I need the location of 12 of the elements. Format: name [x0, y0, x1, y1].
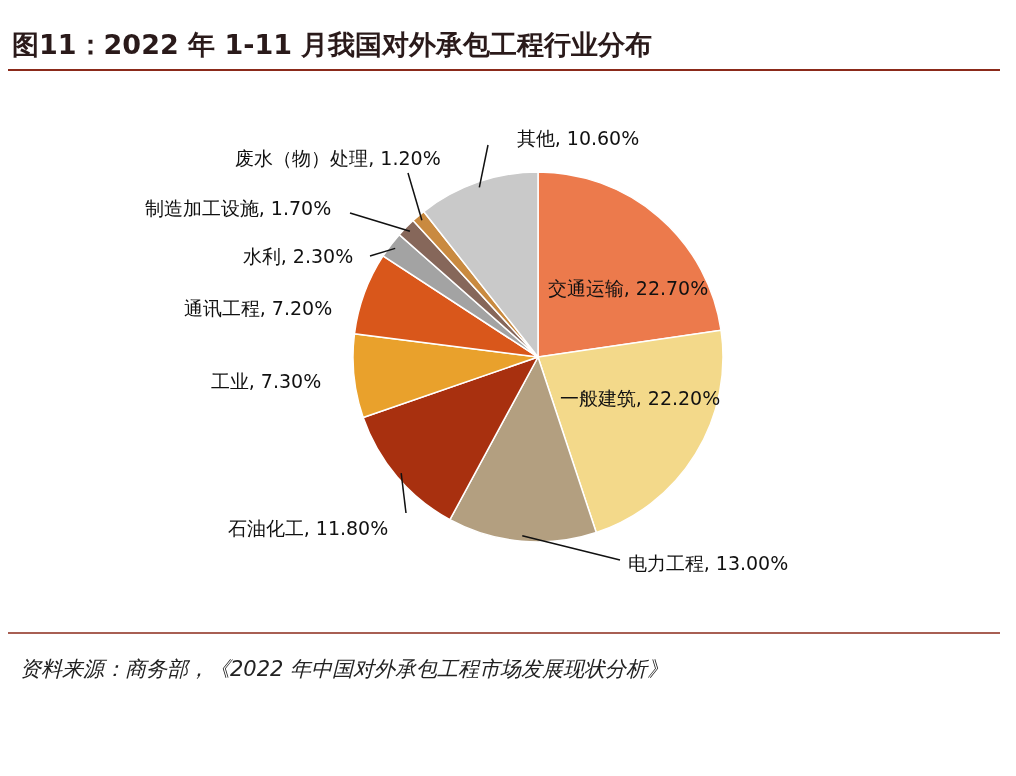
slice-label: 制造加工设施, 1.70% [143, 196, 333, 221]
slice-label: 其他, 10.60% [515, 126, 641, 151]
text: 资料来源：商务部，《2022 年中国对外承包工程市场发展现状分析》 [20, 657, 669, 681]
slice-label: 水利, 2.30% [241, 244, 355, 269]
slice-label: 一般建筑, 22.20% [558, 386, 722, 411]
slice-label: 交通运输, 22.70% [546, 276, 710, 301]
slice-label: 废水（物）处理, 1.20% [234, 146, 442, 171]
slice-label: 通讯工程, 7.20% [182, 296, 334, 321]
slice-label: 石油化工, 11.80% [226, 516, 390, 541]
slice-label: 工业, 7.30% [209, 369, 323, 394]
slice-label: 电力工程, 13.00% [626, 551, 790, 576]
chart-title: 图11：2022 年 1-11 月我国对外承包工程行业分布 [12, 29, 653, 60]
